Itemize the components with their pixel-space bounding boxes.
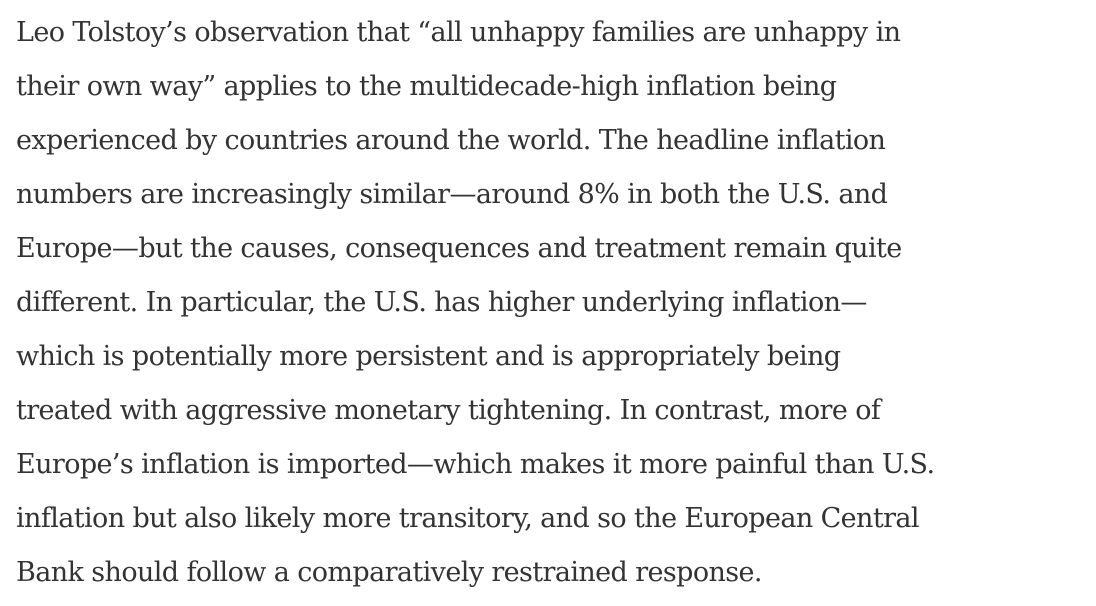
paragraph-line-11: Bank should follow a comparatively restr… bbox=[16, 557, 763, 588]
paragraph-line-2: their own way” applies to the multidecad… bbox=[16, 71, 837, 102]
article-paragraph: Leo Tolstoy’s observation that “all unha… bbox=[16, 6, 1096, 600]
paragraph-line-5: Europe—but the causes, consequences and … bbox=[16, 233, 902, 264]
paragraph-line-1: Leo Tolstoy’s observation that “all unha… bbox=[16, 17, 901, 48]
paragraph-line-8: treated with aggressive monetary tighten… bbox=[16, 395, 881, 426]
paragraph-line-6: different. In particular, the U.S. has h… bbox=[16, 287, 867, 318]
paragraph-line-4: numbers are increasingly similar—around … bbox=[16, 179, 888, 210]
paragraph-line-9: Europe’s inflation is imported—which mak… bbox=[16, 449, 935, 480]
paragraph-line-3: experienced by countries around the worl… bbox=[16, 125, 886, 156]
paragraph-line-7: which is potentially more persistent and… bbox=[16, 341, 841, 372]
paragraph-line-10: inflation but also likely more transitor… bbox=[16, 503, 920, 534]
